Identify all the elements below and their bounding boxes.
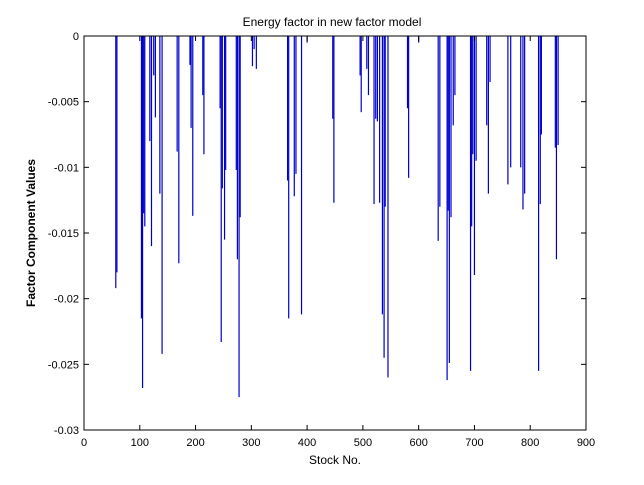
x-tick-label: 0 bbox=[81, 437, 87, 449]
x-tick-label: 900 bbox=[577, 437, 595, 449]
x-axis: 0 100 200 300 400 500 600 700 800 900 bbox=[81, 36, 595, 449]
x-tick-label: 500 bbox=[354, 437, 372, 449]
x-tick-label: 700 bbox=[465, 437, 483, 449]
plot-area bbox=[84, 36, 586, 430]
x-tick-label: 200 bbox=[186, 437, 204, 449]
x-tick-label: 600 bbox=[409, 437, 427, 449]
y-tick-label: -0.02 bbox=[54, 294, 79, 306]
y-tick-label: 0 bbox=[73, 31, 79, 43]
y-tick-label: -0.005 bbox=[48, 97, 79, 109]
y-tick-label: -0.025 bbox=[48, 359, 79, 371]
bars bbox=[115, 36, 559, 398]
x-tick-label: 300 bbox=[242, 437, 260, 449]
x-axis-label: Stock No. bbox=[309, 453, 361, 467]
x-tick-label: 400 bbox=[298, 437, 316, 449]
y-tick-label: -0.015 bbox=[48, 228, 79, 240]
y-tick-label: -0.03 bbox=[54, 425, 79, 437]
y-axis: 0 -0.005 -0.01 -0.015 -0.02 -0.025 -0.03 bbox=[48, 31, 586, 437]
y-axis-label: Factor Component Values bbox=[24, 159, 38, 307]
y-tick-label: -0.01 bbox=[54, 162, 79, 174]
x-tick-label: 100 bbox=[131, 437, 149, 449]
x-tick-label: 800 bbox=[521, 437, 539, 449]
chart-title: Energy factor in new factor model bbox=[243, 15, 422, 29]
